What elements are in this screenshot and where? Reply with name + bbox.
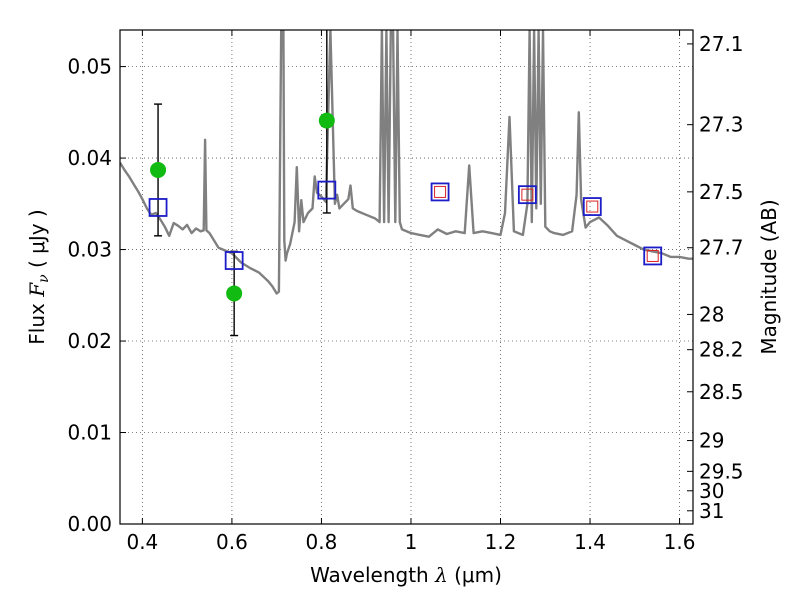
right-tick-label: 27.5 — [699, 180, 744, 204]
x-tick-label: 0.6 — [216, 530, 248, 554]
y-tick-label: 0.02 — [67, 329, 112, 353]
red-flux-square — [646, 249, 659, 262]
data-layer — [120, 30, 693, 295]
red-flux-square — [434, 185, 447, 198]
observed-point — [318, 112, 335, 129]
x-tick-label: 0.4 — [126, 530, 158, 554]
model-flux-square — [517, 185, 537, 205]
plot-frame — [119, 29, 694, 525]
model-flux-square — [148, 198, 168, 217]
y-axis-title-symbol: F — [25, 282, 49, 298]
x-tick-label: 1.2 — [485, 530, 517, 554]
model-flux-square — [643, 246, 663, 266]
y-tick-label: 0.05 — [67, 55, 112, 79]
x-axis-title: Wavelength λ (μm) — [310, 563, 502, 587]
y-axis-title-subscript: ν — [36, 274, 52, 283]
marker-layer — [148, 30, 663, 337]
axis-ticks: 0.4 0.6 0.8 1 1.2 1.4 1.6 0.00 0.01 0.02 0.03 0.04 0… — [67, 30, 744, 554]
right-tick-label: 28.5 — [699, 380, 744, 404]
red-flux-square — [586, 200, 599, 213]
y-axis-title-unit: ( μJy ) — [25, 209, 49, 274]
observed-point — [150, 161, 167, 178]
x-tick-label: 1.4 — [574, 530, 606, 554]
y-tick-label: 0.03 — [67, 238, 112, 262]
x-tick-label: 0.8 — [306, 530, 338, 554]
right-tick-label: 29 — [699, 429, 724, 453]
right-tick-label: 30 — [699, 479, 724, 503]
right-tick-label: 27.3 — [699, 113, 744, 137]
y-axis-title: Flux Fν ( μJy ) — [25, 209, 52, 344]
right-tick-label: 31 — [699, 499, 724, 523]
y-tick-label: 0.00 — [67, 512, 112, 536]
right-tick-label: 28.2 — [699, 338, 744, 362]
x-axis-title-unit: (μm) — [448, 563, 502, 587]
y-axis-title-prefix: Flux — [25, 297, 49, 345]
y-tick-label: 0.04 — [67, 146, 112, 170]
x-tick-label: 1.6 — [664, 530, 696, 554]
model-flux-square — [224, 251, 244, 270]
x-axis-title-symbol: λ — [434, 563, 448, 587]
model-flux-square — [582, 197, 602, 216]
red-flux-square — [521, 188, 534, 201]
right-tick-label: 29.5 — [699, 459, 744, 483]
right-axis-title: Magnitude (AB) — [757, 199, 781, 354]
right-tick-label: 28 — [699, 302, 724, 326]
x-tick-label: 1 — [405, 530, 418, 554]
model-flux-square — [430, 182, 450, 202]
observed-point — [226, 285, 243, 302]
x-axis-title-prefix: Wavelength — [310, 563, 435, 587]
spectrum-line — [120, 30, 693, 295]
y-tick-label: 0.01 — [67, 421, 112, 445]
model-flux-square — [317, 180, 337, 200]
right-tick-label: 27.1 — [699, 32, 744, 56]
right-tick-label: 27.7 — [699, 236, 744, 260]
